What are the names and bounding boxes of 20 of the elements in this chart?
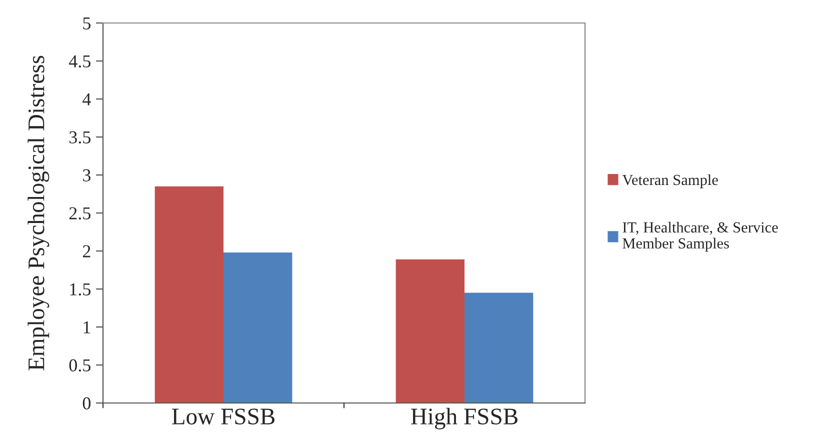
y-tick-label: 5 [83,17,90,30]
y-tick-label: 0 [82,397,91,410]
y-tick-label: 4.5 [68,55,90,68]
y-tick-label: 1.5 [70,283,90,296]
y-axis-title: Employee Psychological Distress [28,56,50,370]
y-tick-label: 2 [82,245,90,258]
bar [464,292,534,403]
bar [154,186,224,403]
bar [396,259,464,403]
y-tick-label: 0.5 [69,359,90,372]
legend-label: IT, Healthcare, & Service Member Samples [622,222,778,252]
y-tick-label: 2.5 [69,207,90,220]
y-tick-label: 4 [82,93,91,106]
bar [224,252,292,403]
x-tick-label: High FSSB [411,408,518,430]
y-tick-label: 3 [83,169,90,182]
y-tick-label: 3.5 [69,131,90,144]
x-tick-label: Low FSSB [172,408,275,424]
y-tick-label: 1 [84,321,90,334]
legend-label: Veteran Sample [622,174,718,188]
